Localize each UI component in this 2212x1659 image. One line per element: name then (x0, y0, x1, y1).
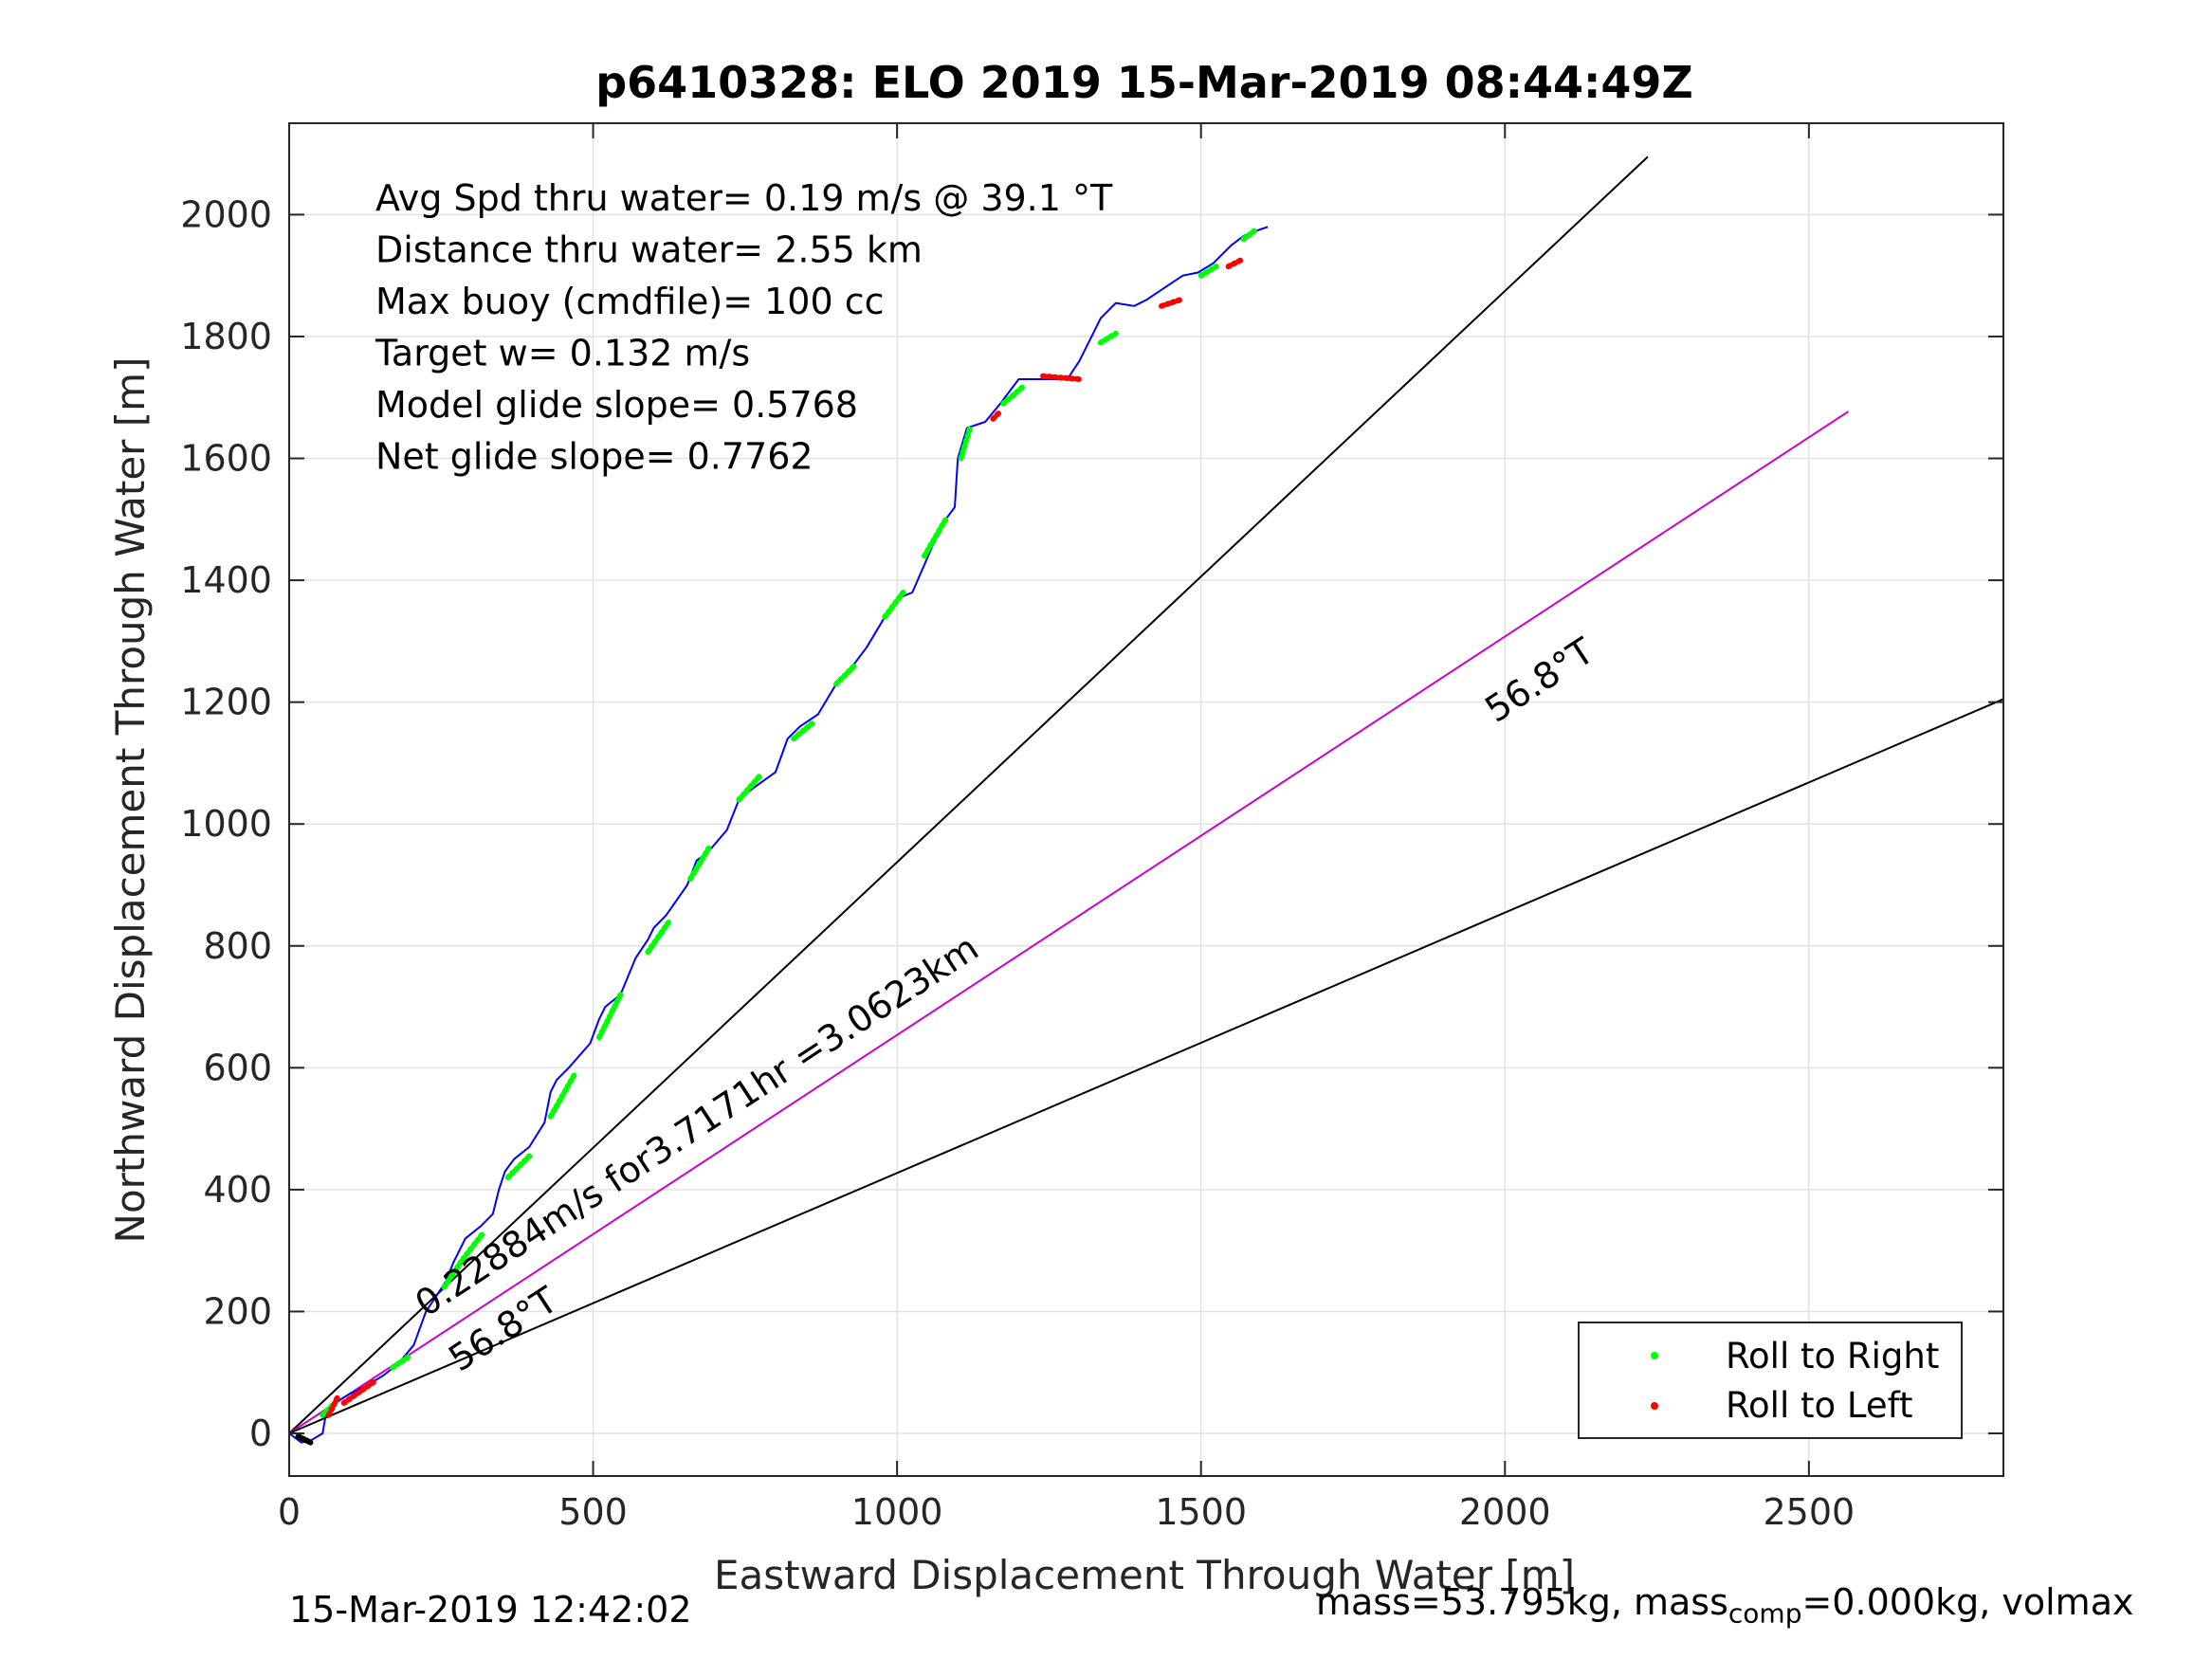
legend-box (1578, 1322, 1963, 1439)
legend-marker-right (1651, 1352, 1658, 1359)
footer-mass-suffix: =0.000kg, volmax (1801, 1581, 2134, 1623)
y-tick-label: 1200 (180, 682, 272, 723)
info-line: Target w= 0.132 m/s (375, 333, 750, 374)
roll-right-segment (596, 992, 624, 1041)
footer-mass: mass=53.795kg, masscomp=0.000kg, volmax (1316, 1581, 2133, 1630)
ticks: 0 500 1000 1500 2000 2500 0 200 400 600 800 1000 120… (180, 123, 2003, 1533)
x-tick-label: 1000 (851, 1491, 943, 1533)
roll-right-segment (1097, 330, 1119, 346)
y-tick-label: 1000 (180, 803, 272, 845)
info-text: Avg Spd thru water= 0.19 m/s @ 39.1 °T Di… (375, 177, 1113, 478)
roll-left-segment (1225, 257, 1244, 270)
info-line: Net glide slope= 0.7762 (375, 436, 814, 478)
roll-right-segment (833, 663, 858, 687)
roll-left-segment (990, 410, 1002, 422)
info-line: Model glide slope= 0.5768 (375, 384, 858, 426)
x-tick-label: 500 (558, 1491, 628, 1533)
roll-right-segment (1240, 227, 1259, 243)
roll-right-segment (687, 845, 712, 883)
chart-title: p6410328: ELO 2019 15-Mar-2019 08:44:49Z (595, 57, 1693, 108)
x-tick-label: 2500 (1763, 1491, 1855, 1533)
x-axis-label: Eastward Displacement Through Water [m] (714, 1552, 1575, 1598)
roll-left-segment (340, 1378, 377, 1406)
plot-area (289, 123, 2003, 1476)
reference-line-lower (288, 698, 2004, 1434)
y-tick-label: 1800 (180, 316, 272, 357)
footer-mass-sub: comp (1728, 1597, 1802, 1630)
legend-label-right: Roll to Right (1726, 1336, 1939, 1376)
roll-right-segment (736, 772, 763, 803)
legend-label-left: Roll to Left (1726, 1385, 1913, 1426)
reference-line-center (288, 410, 1850, 1434)
y-tick-label: 1600 (180, 438, 272, 480)
y-tick-label: 2000 (180, 193, 272, 235)
reference-line-upper (288, 155, 1649, 1434)
roll-right-segment (1197, 264, 1219, 279)
info-line: Avg Spd thru water= 0.19 m/s @ 39.1 °T (375, 177, 1113, 219)
footer-mass-prefix: mass=53.795kg, mass (1316, 1581, 1728, 1623)
track-layer (288, 226, 1269, 1444)
info-line: Max buoy (cmdfile)= 100 cc (375, 281, 885, 322)
plot-frame (288, 122, 2004, 1477)
roll-layer (295, 227, 1259, 1446)
roll-right-segment (504, 1153, 533, 1180)
y-axis-label: Northward Displacement Through Water [m] (107, 357, 154, 1244)
legend-marker-left (1651, 1402, 1658, 1410)
grid (288, 123, 2003, 1476)
x-tick-label: 1500 (1155, 1491, 1247, 1533)
legend: Roll to Right Roll to Left (1578, 1322, 1963, 1439)
glider-track-line (288, 226, 1269, 1444)
x-tick-label: 0 (278, 1491, 301, 1533)
roll-right-segment (390, 1354, 411, 1371)
roll-right-segment (645, 919, 672, 956)
y-tick-label: 400 (203, 1169, 272, 1211)
roll-right-segment (882, 590, 906, 620)
y-tick-label: 800 (203, 925, 272, 967)
x-tick-label: 2000 (1459, 1491, 1551, 1533)
roll-left-segment (1040, 373, 1083, 382)
start-segment (295, 1433, 314, 1446)
roll-left-segment (325, 1394, 341, 1418)
footer-timestamp: 15-Mar-2019 12:42:02 (289, 1589, 692, 1631)
y-tick-label: 1400 (180, 559, 272, 601)
roll-right-segment (1000, 382, 1028, 407)
roll-right-segment (791, 720, 815, 742)
roll-right-segment (441, 1229, 487, 1290)
reference-lines (288, 155, 2004, 1434)
roll-left-segment (1159, 297, 1183, 309)
y-tick-label: 600 (203, 1047, 272, 1088)
y-tick-label: 0 (249, 1413, 272, 1454)
roll-right-segment (922, 516, 949, 559)
y-tick-label: 200 (203, 1290, 272, 1332)
info-line: Distance thru water= 2.55 km (375, 229, 923, 271)
roll-right-segment (547, 1070, 578, 1120)
roll-right-segment (958, 425, 974, 462)
